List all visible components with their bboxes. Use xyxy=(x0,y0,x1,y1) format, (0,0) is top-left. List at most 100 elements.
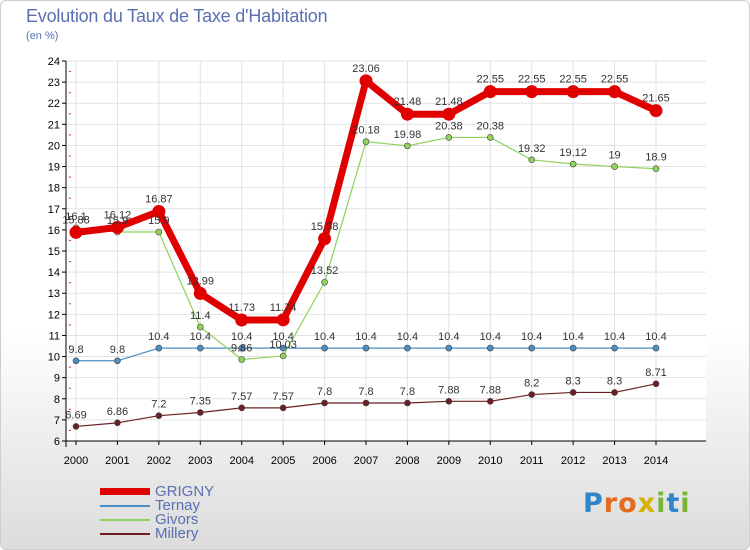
x-tick-label: 2002 xyxy=(147,455,171,467)
data-point-givors xyxy=(279,352,287,360)
y-tick-label: 23 xyxy=(48,77,60,89)
x-tick-label: 2012 xyxy=(561,455,585,467)
data-point-ternay xyxy=(321,344,328,352)
legend-swatch xyxy=(100,505,150,507)
y-tick-label: 18 xyxy=(48,183,60,195)
data-point-millery xyxy=(155,412,163,419)
data-point-millery xyxy=(279,404,287,412)
data-point-grigny xyxy=(110,220,124,234)
data-label-ternay: 10.4 xyxy=(645,331,666,343)
data-label-millery: 7.8 xyxy=(358,386,373,398)
data-point-grigny xyxy=(400,107,414,121)
data-label-millery: 7.88 xyxy=(480,384,501,396)
data-point-ternay xyxy=(362,344,370,352)
data-label-millery: 7.88 xyxy=(438,384,459,396)
data-point-millery xyxy=(321,399,328,407)
data-label-ternay: 10.4 xyxy=(355,331,376,343)
legend-item-grigny: GRIGNY xyxy=(100,483,300,500)
y-tick-label: 24 xyxy=(48,56,60,68)
y-tick-label: 21 xyxy=(48,119,60,131)
y-tick-label: 7 xyxy=(54,415,60,427)
data-point-givors xyxy=(652,165,660,172)
data-label-grigny: 23.06 xyxy=(352,63,380,75)
data-label-ternay: 10.4 xyxy=(231,331,252,343)
data-point-grigny xyxy=(318,232,332,246)
data-point-millery xyxy=(611,389,618,396)
x-tick-label: 2011 xyxy=(520,455,544,467)
data-label-millery: 8.3 xyxy=(607,375,622,387)
x-tick-label: 2004 xyxy=(229,455,253,467)
logo-letter: t xyxy=(666,488,681,519)
data-label-givors: 16.1 xyxy=(65,211,86,223)
data-point-grigny xyxy=(483,85,497,99)
data-point-grigny xyxy=(235,313,249,327)
y-tick-label: 20 xyxy=(48,140,60,152)
data-label-millery: 7.8 xyxy=(400,386,415,398)
legend-label: Millery xyxy=(155,525,199,542)
data-label-ternay: 9.8 xyxy=(110,344,125,356)
data-point-millery xyxy=(569,389,577,396)
data-point-ternay xyxy=(611,344,618,352)
data-point-givors xyxy=(486,134,494,141)
data-label-grigny: 11.73 xyxy=(228,302,255,314)
data-label-grigny: 11.74 xyxy=(270,302,297,314)
data-label-grigny: 22.55 xyxy=(477,74,505,86)
data-label-millery: 7.35 xyxy=(190,396,211,408)
data-point-givors xyxy=(611,163,618,170)
data-label-grigny: 15.88 xyxy=(62,214,90,226)
data-point-grigny xyxy=(193,286,207,300)
data-point-millery xyxy=(362,399,370,407)
legend-label: Givors xyxy=(155,511,199,528)
data-point-givors xyxy=(569,160,577,168)
legend-swatch xyxy=(100,488,150,495)
data-label-givors: 15.9 xyxy=(107,215,128,227)
data-label-grigny: 22.55 xyxy=(518,74,546,86)
data-label-ternay: 10.4 xyxy=(314,331,335,343)
data-point-ternay xyxy=(528,344,536,352)
x-tick-label: 2007 xyxy=(354,455,378,467)
data-point-millery xyxy=(238,404,246,412)
data-point-ternay xyxy=(445,344,453,352)
data-label-ternay: 10.4 xyxy=(148,331,169,343)
data-label-ternay: 10.4 xyxy=(190,331,211,343)
data-label-givors: 9.86 xyxy=(231,343,252,355)
y-tick-label: 12 xyxy=(48,309,60,321)
data-label-givors: 19.12 xyxy=(559,147,587,159)
x-tick-label: 2010 xyxy=(478,455,502,467)
logo-letter: x xyxy=(637,488,657,519)
data-point-millery xyxy=(486,398,494,405)
data-point-millery xyxy=(652,380,660,388)
data-label-grigny: 12.99 xyxy=(187,275,215,287)
y-tick-label: 13 xyxy=(48,288,60,300)
y-tick-label: 9 xyxy=(54,373,60,385)
legend-label: GRIGNY xyxy=(155,483,215,500)
data-label-millery: 8.2 xyxy=(524,378,539,390)
data-point-grigny xyxy=(69,225,83,239)
data-point-grigny xyxy=(566,85,580,99)
data-label-givors: 10.03 xyxy=(269,339,297,351)
proxiti-logo: Proxiti xyxy=(583,488,691,519)
data-label-ternay: 10.4 xyxy=(272,331,293,343)
data-label-millery: 8.3 xyxy=(565,375,580,387)
data-point-grigny xyxy=(359,74,373,88)
legend-item-givors: Givors xyxy=(100,511,300,528)
y-tick-label: 22 xyxy=(48,98,60,110)
data-label-grigny: 21.48 xyxy=(394,96,422,108)
logo-letter: P xyxy=(583,488,604,519)
legend-swatch xyxy=(100,519,150,521)
data-label-givors: 13.52 xyxy=(311,265,339,277)
data-label-givors: 19.32 xyxy=(518,143,546,155)
data-point-ternay xyxy=(238,344,246,352)
y-tick-label: 11 xyxy=(49,330,60,342)
x-tick-label: 2003 xyxy=(188,455,212,467)
x-tick-label: 2001 xyxy=(105,455,129,467)
data-label-givors: 20.38 xyxy=(477,120,505,132)
data-label-grigny: 16.87 xyxy=(145,194,173,206)
data-point-millery xyxy=(445,398,453,405)
y-tick-label: 10 xyxy=(48,352,60,364)
data-label-givors: 11.4 xyxy=(190,310,211,322)
data-label-ternay: 10.4 xyxy=(604,331,625,343)
x-tick-label: 2008 xyxy=(395,455,419,467)
y-tick-label: 8 xyxy=(54,394,60,406)
